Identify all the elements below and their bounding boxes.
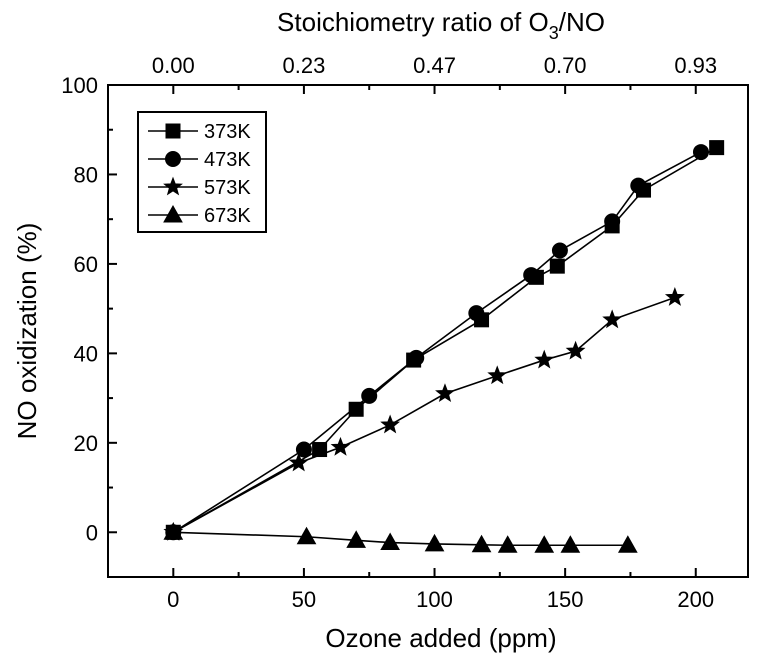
marker-triangle xyxy=(534,535,555,553)
series-layer xyxy=(163,140,725,553)
legend-label: 473K xyxy=(204,149,251,171)
series-473K xyxy=(165,144,709,541)
top-axis-title: Stoichiometry ratio of O3/NO xyxy=(277,7,605,43)
legend-label: 673K xyxy=(204,205,251,227)
top-tick-label: 0.00 xyxy=(152,53,195,78)
marker-triangle xyxy=(296,526,317,545)
top-axis-title-tail: /NO xyxy=(559,7,605,37)
top-tick-label: 0.47 xyxy=(413,53,456,78)
legend-entry: 573K xyxy=(148,176,251,199)
top-tick-label: 0.70 xyxy=(544,53,587,78)
marker-star xyxy=(565,340,586,360)
x-tick-label: 0 xyxy=(167,587,179,612)
y-tick-label: 20 xyxy=(74,431,98,456)
marker-star xyxy=(664,287,685,306)
y-axis-title: NO oxidization (%) xyxy=(12,223,42,440)
legend-label: 373K xyxy=(204,121,251,143)
axes: 0 50 100 150 200 0 20 40 60 80 100 0.00 0.23 0.47 0.70… xyxy=(61,53,749,612)
marker-triangle xyxy=(163,522,184,540)
marker-triangle xyxy=(617,535,638,553)
marker-triangle xyxy=(424,533,445,552)
series-line-373K xyxy=(172,146,718,533)
top-tick-label: 0.93 xyxy=(674,53,717,78)
marker-triangle xyxy=(346,530,367,548)
marker-triangle xyxy=(471,534,492,553)
marker-circle xyxy=(630,177,647,194)
x-axis-title: Ozone added (ppm) xyxy=(325,623,556,653)
marker-star xyxy=(435,383,455,403)
legend-entry: 373K xyxy=(148,121,251,143)
y-tick-label: 100 xyxy=(61,73,98,98)
marker-star xyxy=(163,176,183,196)
marker-star xyxy=(534,349,555,369)
x-tick-label: 200 xyxy=(677,587,714,612)
marker-triangle xyxy=(163,204,183,223)
x-tick-label: 150 xyxy=(547,587,584,612)
marker-circle xyxy=(692,144,709,161)
legend-box xyxy=(137,111,267,233)
marker-circle xyxy=(604,213,621,230)
series-673K xyxy=(163,522,638,553)
marker-square xyxy=(709,140,725,156)
top-axis-title-main: Stoichiometry ratio of O xyxy=(277,7,549,37)
marker-square xyxy=(165,123,181,139)
y-tick-label: 60 xyxy=(74,252,98,277)
y-tick-label: 40 xyxy=(74,341,98,366)
marker-circle xyxy=(295,441,312,458)
legend-entry: 473K xyxy=(148,149,251,171)
marker-circle xyxy=(408,349,425,366)
top-tick-label: 0.23 xyxy=(283,53,326,78)
marker-circle xyxy=(468,305,485,322)
marker-circle xyxy=(551,242,568,259)
series-line-673K xyxy=(173,531,628,547)
marker-circle xyxy=(165,151,181,167)
marker-circle xyxy=(361,387,378,404)
marker-square xyxy=(549,258,565,274)
x-tick-label: 100 xyxy=(416,587,453,612)
plot-frame xyxy=(107,84,749,578)
x-tick-label: 50 xyxy=(292,587,316,612)
series-line-573K xyxy=(172,296,676,533)
series-573K xyxy=(163,287,685,541)
marker-star xyxy=(288,452,309,472)
top-axis-title-subscript: 3 xyxy=(549,23,559,43)
marker-star xyxy=(487,365,508,385)
legend: 373K 473K 573K 673K xyxy=(137,111,267,233)
marker-star xyxy=(380,414,401,434)
marker-triangle xyxy=(560,535,581,553)
y-tick-label: 80 xyxy=(74,162,98,187)
legend-label: 573K xyxy=(204,177,251,199)
marker-star xyxy=(602,309,623,329)
legend-entry: 673K xyxy=(148,204,251,227)
series-line-473K xyxy=(172,151,702,533)
marker-circle xyxy=(523,267,540,284)
y-tick-label: 0 xyxy=(86,520,98,545)
marker-triangle xyxy=(497,535,518,553)
marker-square xyxy=(348,401,364,417)
marker-triangle xyxy=(380,532,400,551)
marker-star xyxy=(330,436,351,456)
